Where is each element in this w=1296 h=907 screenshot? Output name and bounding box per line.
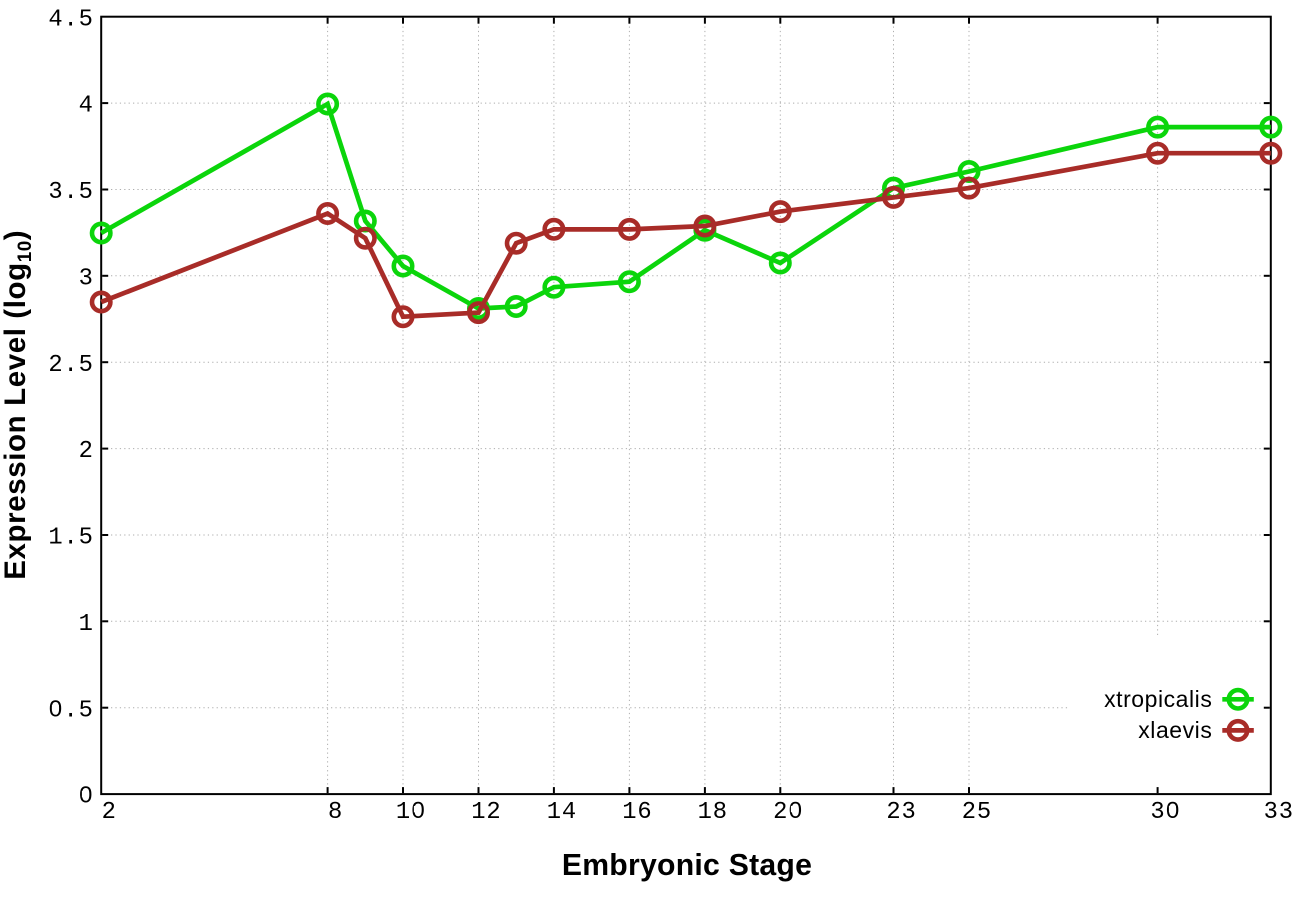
svg-text:30: 30 xyxy=(1150,799,1180,826)
svg-text:1.5: 1.5 xyxy=(48,525,93,552)
svg-text:Expression Level (log10): Expression Level (log10) xyxy=(0,230,36,580)
svg-text:8: 8 xyxy=(328,799,343,826)
svg-text:14: 14 xyxy=(547,799,577,826)
svg-text:18: 18 xyxy=(698,799,728,826)
svg-text:2: 2 xyxy=(79,438,94,465)
svg-text:20: 20 xyxy=(773,799,803,826)
svg-text:2: 2 xyxy=(102,799,117,826)
svg-text:4.5: 4.5 xyxy=(48,6,93,33)
svg-text:23: 23 xyxy=(886,799,916,826)
svg-text:2.5: 2.5 xyxy=(48,352,93,379)
svg-text:10: 10 xyxy=(396,799,426,826)
svg-text:33: 33 xyxy=(1264,799,1294,826)
svg-text:25: 25 xyxy=(962,799,992,826)
svg-text:Embryonic Stage: Embryonic Stage xyxy=(562,849,812,882)
svg-text:1: 1 xyxy=(79,611,94,638)
svg-text:16: 16 xyxy=(622,799,652,826)
svg-text:3: 3 xyxy=(79,265,94,292)
svg-text:xtropicalis: xtropicalis xyxy=(1104,686,1212,712)
svg-text:12: 12 xyxy=(471,799,501,826)
svg-text:3.5: 3.5 xyxy=(48,179,93,206)
svg-text:4: 4 xyxy=(79,93,94,120)
svg-text:xlaevis: xlaevis xyxy=(1138,717,1212,743)
